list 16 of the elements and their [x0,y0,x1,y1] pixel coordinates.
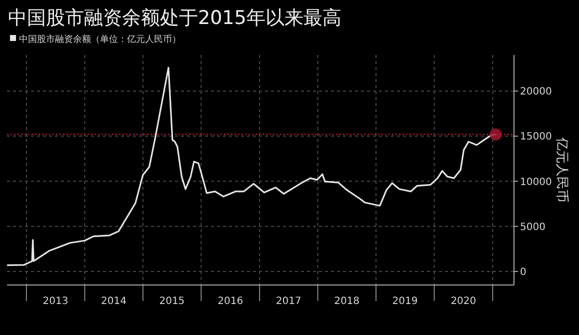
y-tick-label: 20000 [520,86,552,98]
x-tick-label: 2014 [101,296,126,307]
y-tick-label: 5000 [520,222,546,233]
x-tick-label: 2018 [334,296,360,307]
y-axis-title: 亿元人民币 [554,136,569,202]
x-tick-label: 2013 [42,296,68,307]
chart-title: 中国股市融资余额处于2015年以来最高 [8,7,342,29]
x-tick-label: 2017 [276,296,302,307]
legend-label: 中国股市融资余额（单位：亿元人民币） [19,34,181,45]
y-tick-label: 0 [520,266,526,278]
x-tick-label: 2019 [392,296,418,307]
y-tick-label: 15000 [520,132,552,143]
x-tick-label: 2016 [218,296,244,307]
x-tick-label: 2020 [450,296,476,307]
y-tick-label: 10000 [520,176,552,188]
x-tick-label: 2015 [159,296,185,307]
